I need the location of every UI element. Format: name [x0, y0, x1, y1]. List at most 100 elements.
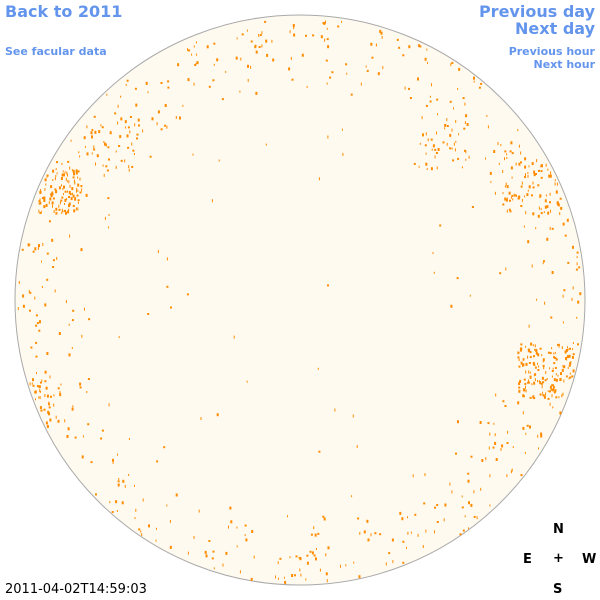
- facula-speck: [73, 179, 75, 183]
- facula-speck: [34, 247, 37, 251]
- facula-speck: [193, 82, 195, 86]
- facula-speck: [572, 353, 575, 356]
- facula-speck: [512, 198, 514, 201]
- facula-speck: [45, 183, 47, 186]
- facula-speck: [553, 378, 556, 382]
- facula-speck: [341, 128, 343, 131]
- facula-speck: [576, 316, 578, 319]
- facula-speck: [108, 158, 110, 161]
- facula-speck: [254, 46, 257, 49]
- facula-speck: [553, 352, 555, 355]
- facula-speck: [63, 173, 65, 177]
- facula-speck: [326, 38, 329, 41]
- facula-speck: [68, 180, 70, 184]
- facula-speck: [104, 216, 106, 220]
- facula-speck: [48, 406, 51, 409]
- facula-speck: [543, 260, 545, 263]
- facula-speck: [39, 198, 41, 202]
- facula-speck: [265, 39, 268, 43]
- next-hour-link[interactable]: Next hour: [533, 58, 596, 71]
- facula-speck: [104, 142, 106, 146]
- facula-speck: [450, 304, 453, 308]
- facula-speck: [74, 436, 77, 439]
- facula-speck: [366, 69, 369, 72]
- facula-speck: [555, 396, 558, 399]
- facula-speck: [396, 38, 399, 41]
- facula-speck: [22, 304, 25, 308]
- facula-speck: [352, 414, 354, 418]
- facula-speck: [563, 379, 565, 383]
- facula-speck: [451, 61, 454, 64]
- facula-speck: [402, 540, 405, 543]
- facula-speck: [432, 144, 435, 148]
- facula-speck: [218, 159, 220, 162]
- facula-speck: [550, 174, 552, 178]
- see-facular-data-link[interactable]: See facular data: [5, 45, 107, 58]
- facula-speck: [116, 510, 118, 512]
- facula-speck: [125, 84, 127, 86]
- facula-speck: [446, 125, 449, 127]
- facula-speck: [117, 453, 118, 456]
- facula-speck: [546, 378, 548, 380]
- facula-speck: [392, 560, 394, 564]
- facula-speck: [317, 367, 319, 370]
- next-day-link[interactable]: Next day: [515, 19, 595, 38]
- facula-speck: [489, 474, 491, 478]
- facula-speck: [422, 545, 424, 548]
- facula-speck: [535, 366, 536, 369]
- facula-speck: [554, 351, 556, 354]
- facula-speck: [436, 98, 439, 101]
- facula-speck: [259, 34, 262, 37]
- facula-speck: [566, 355, 569, 359]
- facula-speck: [66, 180, 68, 183]
- facula-speck: [555, 373, 557, 376]
- facula-speck: [327, 546, 330, 550]
- facula-speck: [52, 266, 55, 268]
- facula-speck: [465, 150, 467, 154]
- facula-speck: [525, 173, 526, 177]
- facula-speck: [456, 277, 459, 280]
- facula-speck: [537, 214, 540, 218]
- facula-speck: [322, 22, 324, 25]
- facula-speck: [402, 54, 405, 57]
- facula-speck: [118, 477, 120, 480]
- facula-speck: [552, 406, 554, 409]
- facula-speck: [511, 194, 514, 197]
- facula-speck: [318, 177, 320, 181]
- facula-speck: [523, 378, 526, 381]
- facula-speck: [187, 48, 189, 52]
- facula-speck: [542, 364, 545, 367]
- facula-speck: [374, 532, 377, 535]
- facula-speck: [206, 45, 209, 49]
- facula-speck: [142, 129, 144, 133]
- previous-day-link[interactable]: Previous day: [478, 2, 595, 21]
- previous-hour-link[interactable]: Previous hour: [508, 45, 595, 58]
- facula-speck: [31, 382, 33, 385]
- facula-speck: [327, 45, 330, 49]
- back-to-year-link[interactable]: Back to 2011: [5, 2, 123, 21]
- facula-speck: [52, 169, 55, 173]
- facula-speck: [507, 430, 509, 434]
- facula-speck: [558, 344, 560, 348]
- facula-speck: [538, 380, 540, 383]
- facula-speck: [565, 375, 567, 378]
- facula-speck: [549, 385, 552, 389]
- facula-speck: [98, 130, 101, 134]
- facula-speck: [571, 375, 574, 378]
- facula-speck: [563, 365, 566, 369]
- facula-speck: [531, 383, 533, 386]
- facula-speck: [346, 72, 348, 75]
- facula-speck: [48, 403, 51, 406]
- facula-speck: [537, 362, 538, 365]
- facula-speck: [542, 391, 544, 394]
- facula-speck: [470, 455, 473, 458]
- facula-speck: [127, 126, 130, 129]
- facula-speck: [200, 417, 202, 420]
- facula-speck: [213, 42, 216, 45]
- facula-speck: [211, 199, 213, 203]
- facula-speck: [29, 382, 31, 386]
- facula-speck: [192, 153, 194, 156]
- facula-speck: [561, 368, 564, 372]
- facula-speck: [177, 63, 180, 67]
- facula-speck: [550, 209, 551, 213]
